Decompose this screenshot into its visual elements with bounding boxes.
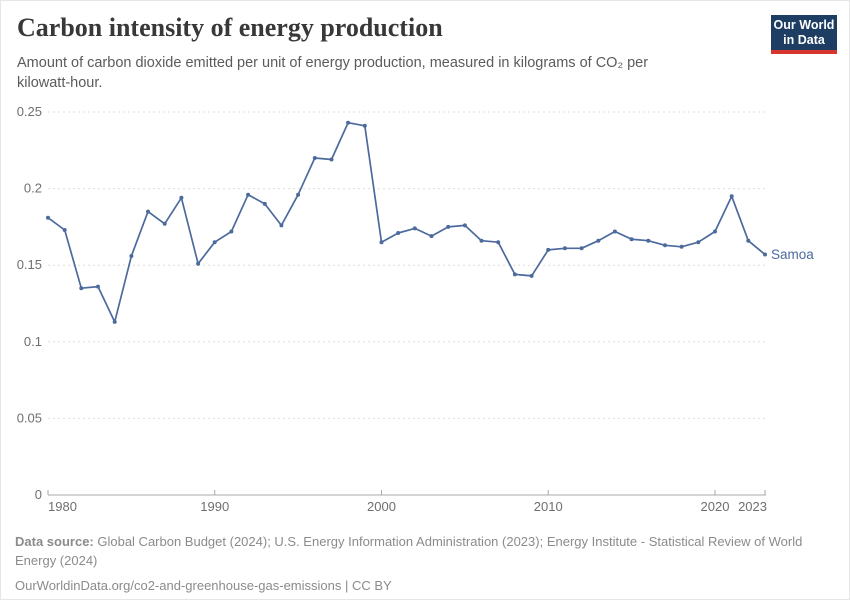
y-axis-tick-label: 0.1 bbox=[24, 334, 42, 349]
data-point[interactable] bbox=[446, 224, 451, 229]
data-point[interactable] bbox=[46, 215, 50, 220]
data-point[interactable] bbox=[412, 226, 417, 231]
data-point[interactable] bbox=[62, 228, 67, 232]
data-point[interactable] bbox=[479, 238, 484, 243]
x-axis-tick-label: 2000 bbox=[367, 499, 396, 514]
y-axis-tick-label: 0.05 bbox=[17, 410, 42, 425]
data-point[interactable] bbox=[329, 157, 334, 162]
data-source-text: Global Carbon Budget (2024); U.S. Energy… bbox=[15, 534, 803, 568]
data-point[interactable] bbox=[379, 240, 384, 245]
data-point[interactable] bbox=[179, 195, 184, 200]
data-point[interactable] bbox=[746, 238, 751, 243]
data-point[interactable] bbox=[96, 284, 100, 289]
x-axis-tick-label: 2023 bbox=[738, 499, 767, 514]
data-point[interactable] bbox=[462, 223, 467, 228]
owid-logo[interactable]: Our World in Data bbox=[771, 15, 837, 54]
data-point[interactable] bbox=[146, 209, 150, 214]
data-point[interactable] bbox=[129, 254, 134, 258]
data-point[interactable] bbox=[512, 272, 517, 277]
series-line[interactable] bbox=[47, 121, 766, 323]
footer-link-line[interactable]: OurWorldinData.org/co2-and-greenhouse-ga… bbox=[15, 578, 392, 593]
line-chart-canvas[interactable]: 0 0.05 0.1 0.15 0.2 0.25 1980 1990 2000 2010 2020 2… bbox=[1, 93, 850, 521]
data-point[interactable] bbox=[212, 240, 217, 245]
data-point[interactable] bbox=[279, 223, 284, 228]
data-point[interactable] bbox=[396, 231, 401, 235]
data-point[interactable] bbox=[246, 192, 251, 197]
data-point[interactable] bbox=[79, 286, 84, 291]
y-axis-tick-label: 0.2 bbox=[24, 181, 42, 196]
data-point[interactable] bbox=[262, 201, 267, 206]
data-point[interactable] bbox=[729, 194, 734, 199]
chart-footer: Data source: Global Carbon Budget (2024)… bbox=[15, 533, 807, 596]
data-point[interactable] bbox=[312, 156, 317, 160]
x-axis-tick-label: 2020 bbox=[701, 499, 730, 514]
data-source-line: Data source: Global Carbon Budget (2024)… bbox=[15, 533, 807, 570]
data-point[interactable] bbox=[679, 244, 684, 249]
x-axis-tick-label: 1990 bbox=[200, 499, 229, 514]
data-point[interactable] bbox=[162, 221, 167, 226]
data-point[interactable] bbox=[346, 120, 351, 125]
owid-logo-line2: in Data bbox=[783, 33, 825, 47]
data-point[interactable] bbox=[596, 238, 601, 243]
data-point[interactable] bbox=[763, 252, 767, 257]
y-axis-tick-label: 0.25 bbox=[17, 104, 42, 119]
x-axis-tick-label: 1980 bbox=[48, 499, 77, 514]
data-point[interactable] bbox=[629, 237, 634, 242]
data-point[interactable] bbox=[562, 246, 567, 251]
chart-title: Carbon intensity of energy production bbox=[17, 13, 443, 42]
data-point[interactable] bbox=[496, 240, 501, 245]
chart-subtitle: Amount of carbon dioxide emitted per uni… bbox=[17, 55, 649, 91]
data-point[interactable] bbox=[229, 229, 234, 234]
data-point[interactable] bbox=[196, 261, 201, 266]
data-point[interactable] bbox=[663, 243, 667, 248]
x-axis-tick-label: 2010 bbox=[534, 499, 563, 514]
y-axis-tick-label: 0 bbox=[35, 487, 42, 502]
data-point[interactable] bbox=[646, 238, 651, 243]
data-point[interactable] bbox=[696, 240, 701, 245]
data-point[interactable] bbox=[579, 246, 584, 251]
data-point[interactable] bbox=[362, 123, 367, 128]
data-point[interactable] bbox=[429, 234, 434, 239]
y-axis-tick-label: 0.15 bbox=[17, 257, 42, 272]
data-point[interactable] bbox=[612, 229, 617, 234]
series-label[interactable]: Samoa bbox=[771, 247, 814, 262]
data-point[interactable] bbox=[112, 319, 117, 324]
owid-logo-line1: Our World bbox=[773, 18, 835, 32]
data-point[interactable] bbox=[529, 273, 534, 278]
data-point[interactable] bbox=[296, 192, 301, 197]
data-point[interactable] bbox=[713, 229, 717, 234]
data-point[interactable] bbox=[546, 247, 551, 252]
data-source-label: Data source: bbox=[15, 534, 94, 549]
